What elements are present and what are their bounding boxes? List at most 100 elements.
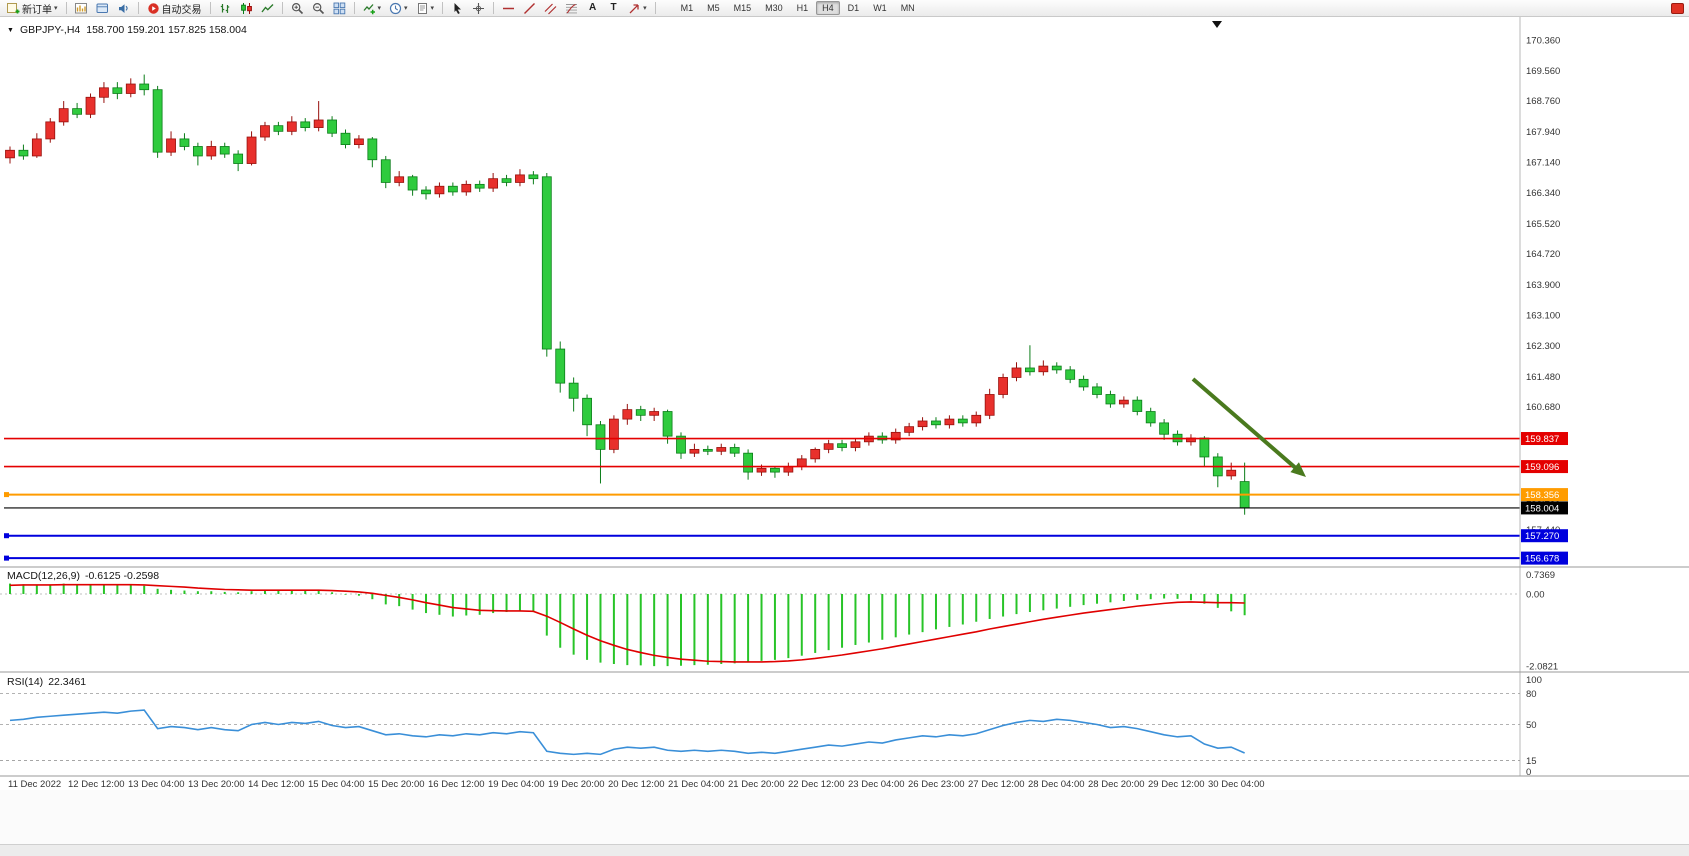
candle-chart-button[interactable] — [237, 1, 256, 16]
charts-icon — [74, 2, 88, 15]
chevron-down-icon: ▾ — [54, 5, 58, 12]
timeframe-bar: M1 M5 M15 M30 H1 H4 D1 W1 MN — [674, 1, 922, 15]
svg-text:50: 50 — [1526, 720, 1537, 731]
svg-text:15 Dec 04:00: 15 Dec 04:00 — [308, 779, 365, 790]
svg-text:164.720: 164.720 — [1526, 249, 1560, 260]
svg-text:166.340: 166.340 — [1526, 188, 1560, 199]
tile-windows-button[interactable] — [330, 1, 349, 16]
timeframe-h1-button[interactable]: H1 — [796, 3, 809, 13]
symbol-period-label: GBPJPY-,H4 — [19, 24, 81, 36]
svg-text:22 Dec 12:00: 22 Dec 12:00 — [788, 779, 845, 790]
periods-button[interactable]: ▾ — [386, 1, 411, 16]
text-icon: A — [588, 2, 597, 13]
channel-icon — [544, 2, 557, 15]
chevron-down-icon: ▾ — [377, 5, 382, 12]
line-chart-button[interactable] — [258, 1, 277, 16]
rsi-indicator-label: RSI(14) 22.3461 — [7, 676, 86, 688]
zoom-out-icon — [312, 2, 325, 15]
toolbar-separator — [353, 2, 355, 14]
autotrade-icon — [147, 2, 160, 15]
label-button[interactable]: T — [604, 1, 623, 16]
zoom-in-icon — [291, 2, 304, 15]
toolbar-separator — [654, 2, 656, 14]
timeframe-m30-button[interactable]: M30 — [765, 3, 783, 13]
svg-text:158.004: 158.004 — [1525, 503, 1559, 514]
svg-text:19 Dec 20:00: 19 Dec 20:00 — [548, 779, 605, 790]
crosshair-icon — [472, 2, 485, 15]
svg-text:80: 80 — [1526, 689, 1537, 700]
timeframe-d1-button[interactable]: D1 — [847, 3, 860, 13]
timeframe-m1-button[interactable]: M1 — [680, 3, 694, 13]
alerts-button[interactable] — [114, 1, 133, 16]
svg-text:-2.0821: -2.0821 — [1526, 662, 1558, 673]
svg-text:13 Dec 04:00: 13 Dec 04:00 — [128, 779, 185, 790]
svg-text:100: 100 — [1526, 675, 1542, 686]
svg-text:20 Dec 12:00: 20 Dec 12:00 — [608, 779, 665, 790]
crosshair-button[interactable] — [469, 1, 488, 16]
svg-text:170.360: 170.360 — [1526, 36, 1560, 47]
svg-text:28 Dec 20:00: 28 Dec 20:00 — [1088, 779, 1145, 790]
toolbar-separator — [442, 2, 444, 14]
indicators-icon — [363, 2, 376, 15]
toolbar-separator — [209, 2, 211, 14]
notification-badge-icon[interactable] — [1671, 3, 1684, 14]
alerts-icon — [117, 2, 130, 15]
profiles-icon — [96, 2, 109, 15]
timeframe-h4-button[interactable]: H4 — [816, 1, 840, 15]
arrow-tool-icon — [628, 2, 641, 15]
timeframe-m15-button[interactable]: M15 — [733, 3, 752, 13]
indicators-button[interactable]: ▾ — [360, 1, 385, 16]
chart-menu-icon[interactable]: ▼ — [7, 26, 14, 34]
fibonacci-button[interactable] — [562, 1, 581, 16]
svg-text:28 Dec 04:00: 28 Dec 04:00 — [1028, 779, 1085, 790]
cursor-icon — [451, 2, 464, 15]
chevron-down-icon: ▾ — [430, 5, 435, 12]
svg-text:30 Dec 04:00: 30 Dec 04:00 — [1208, 779, 1265, 790]
svg-text:163.100: 163.100 — [1526, 310, 1560, 321]
chart-window: 170.360 169.560 168.760 167.940 167.140 166.3… — [0, 17, 1689, 790]
text-button[interactable]: A — [583, 1, 602, 16]
templates-button[interactable]: ▾ — [413, 1, 438, 16]
svg-text:26 Dec 23:00: 26 Dec 23:00 — [908, 779, 965, 790]
svg-text:167.140: 167.140 — [1526, 158, 1560, 169]
svg-text:21 Dec 20:00: 21 Dec 20:00 — [728, 779, 785, 790]
line-chart-icon — [260, 2, 274, 15]
timeframe-m5-button[interactable]: M5 — [707, 3, 720, 13]
chart-symbol-header: ▼ GBPJPY-,H4 158.700 159.201 157.825 158… — [7, 24, 247, 36]
svg-text:168.760: 168.760 — [1526, 96, 1560, 107]
svg-text:27 Dec 12:00: 27 Dec 12:00 — [968, 779, 1025, 790]
timeframe-mn-button[interactable]: MN — [900, 3, 915, 13]
channel-button[interactable] — [541, 1, 560, 16]
new-order-button-label: 新订单 — [22, 4, 52, 16]
toolbar-separator — [137, 2, 139, 14]
candlestick-chart-canvas[interactable]: 170.360 169.560 168.760 167.940 167.140 166.3… — [0, 17, 1689, 790]
svg-text:29 Dec 12:00: 29 Dec 12:00 — [1148, 779, 1205, 790]
profiles-button[interactable] — [93, 1, 112, 16]
svg-text:13 Dec 20:00: 13 Dec 20:00 — [188, 779, 245, 790]
trendline-button[interactable] — [520, 1, 539, 16]
timeframe-w1-button[interactable]: W1 — [873, 3, 887, 13]
bar-chart-button[interactable] — [216, 1, 235, 16]
ohlc-values: 158.700 159.201 157.825 158.004 — [86, 24, 247, 36]
svg-text:0.7369: 0.7369 — [1526, 570, 1555, 581]
svg-text:167.940: 167.940 — [1526, 127, 1560, 138]
arrows-button[interactable]: ▾ — [625, 1, 650, 16]
charts-button[interactable] — [72, 1, 91, 16]
macd-indicator-label: MACD(12,26,9) -0.6125 -0.2598 — [7, 570, 159, 582]
new-order-button[interactable]: 新订单 ▾ — [4, 1, 61, 16]
svg-text:158.356: 158.356 — [1525, 490, 1559, 501]
svg-text:15 Dec 20:00: 15 Dec 20:00 — [368, 779, 425, 790]
svg-text:0.00: 0.00 — [1526, 590, 1545, 601]
zoom-in-button[interactable] — [288, 1, 307, 16]
svg-text:165.520: 165.520 — [1526, 219, 1560, 230]
autotrade-button[interactable]: 自动交易 — [144, 1, 205, 16]
svg-text:159.096: 159.096 — [1525, 462, 1559, 473]
macd-name: MACD(12,26,9) — [7, 570, 80, 582]
svg-text:156.678: 156.678 — [1525, 554, 1559, 565]
cursor-button[interactable] — [448, 1, 467, 16]
zoom-out-button[interactable] — [309, 1, 328, 16]
svg-text:16 Dec 12:00: 16 Dec 12:00 — [428, 779, 485, 790]
autotrade-button-label: 自动交易 — [161, 4, 202, 16]
hline-button[interactable] — [499, 1, 518, 16]
templates-icon — [416, 2, 429, 15]
